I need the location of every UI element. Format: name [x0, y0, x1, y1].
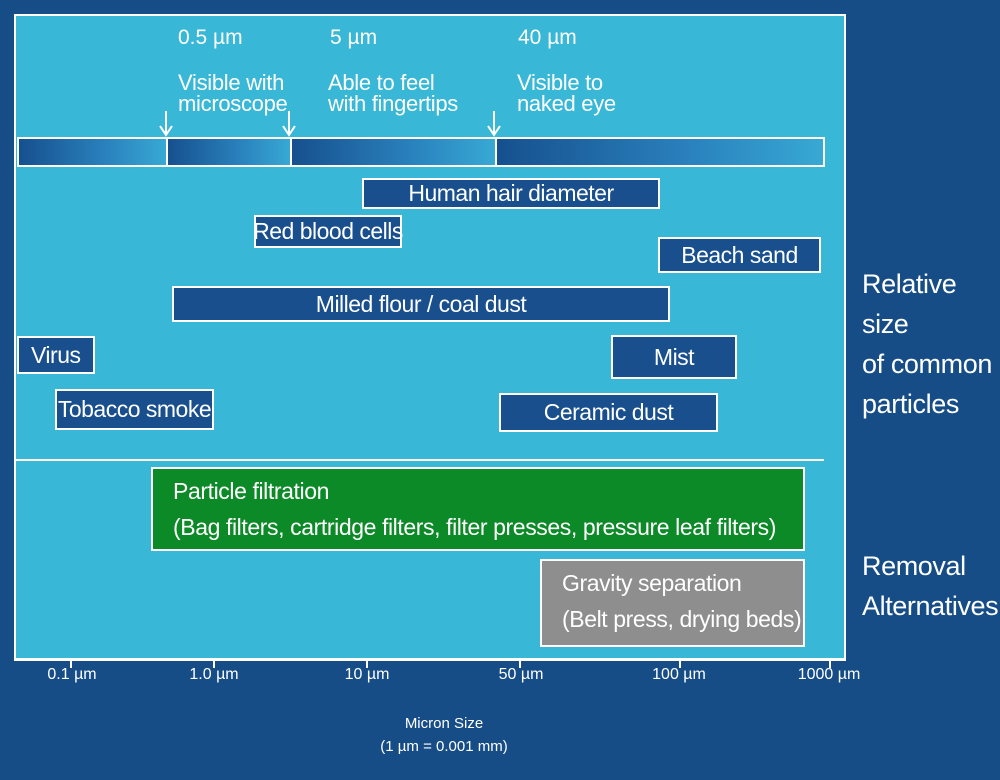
scale-segment	[19, 139, 168, 165]
x-axis-title: Micron Size	[404, 715, 484, 732]
particle-mist: Mist	[611, 335, 737, 379]
arrow-down-icon	[487, 111, 501, 137]
section-divider	[16, 459, 824, 461]
milestone-label-microscope: Visible with microscope	[178, 70, 288, 116]
x-axis-tick	[829, 660, 831, 668]
scale-segment	[292, 139, 497, 165]
arrow-down-icon	[159, 111, 173, 137]
x-tick-label: 100 µm	[652, 666, 706, 683]
x-tick-label: 1.0 µm	[189, 666, 239, 683]
side-label-removal-alternatives: Removal Alternatives	[862, 551, 999, 621]
visibility-scale-bar	[17, 137, 825, 167]
milestone-size-microscope: 0.5 µm	[178, 26, 243, 49]
x-axis-subtitle: (1 µm = 0.001 mm)	[380, 738, 508, 755]
x-tick-label: 50 µm	[498, 666, 544, 683]
filtration-title: Particle filtration	[173, 478, 330, 504]
filtration-detail: (Bag filters, cartridge filters, filter …	[173, 514, 777, 540]
x-axis-tick	[679, 660, 681, 668]
scale-segment	[168, 139, 292, 165]
x-axis-tick	[519, 660, 521, 668]
gravity-detail: (Belt press, drying beds)	[562, 606, 802, 632]
gravity-title: Gravity separation	[562, 570, 742, 596]
x-axis-tick	[70, 660, 72, 668]
particle-tobacco-smoke: Tobacco smoke	[55, 389, 214, 430]
milestone-label-naked-eye: Visible to naked eye	[517, 70, 616, 116]
removal-particle-filtration: Particle filtration (Bag filters, cartri…	[151, 467, 805, 551]
milestone-size-naked-eye: 40 µm	[518, 26, 577, 49]
particle-milled-flour: Milled flour / coal dust	[172, 286, 670, 322]
side-label-relative-size: Relative size of common particles	[862, 269, 992, 419]
x-axis-tick	[213, 660, 215, 668]
arrow-down-icon	[282, 111, 296, 137]
milestone-label-fingertips: Able to feel with fingertips	[328, 70, 459, 116]
x-tick-label: 1000 µm	[797, 666, 861, 683]
particle-virus: Virus	[17, 336, 95, 374]
x-tick-label: 10 µm	[344, 666, 390, 683]
particle-red-blood-cells: Red blood cells	[253, 215, 403, 248]
milestone-size-fingertips: 5 µm	[330, 26, 378, 49]
x-axis-line	[14, 659, 846, 661]
particle-human-hair: Human hair diameter	[362, 178, 660, 209]
x-axis-tick	[366, 660, 368, 668]
x-tick-label: 0.1 µm	[47, 666, 97, 683]
scale-segment	[497, 139, 823, 165]
particle-beach-sand: Beach sand	[658, 237, 821, 273]
particle-ceramic-dust: Ceramic dust	[499, 393, 718, 432]
removal-gravity-separation: Gravity separation (Belt press, drying b…	[540, 559, 805, 647]
